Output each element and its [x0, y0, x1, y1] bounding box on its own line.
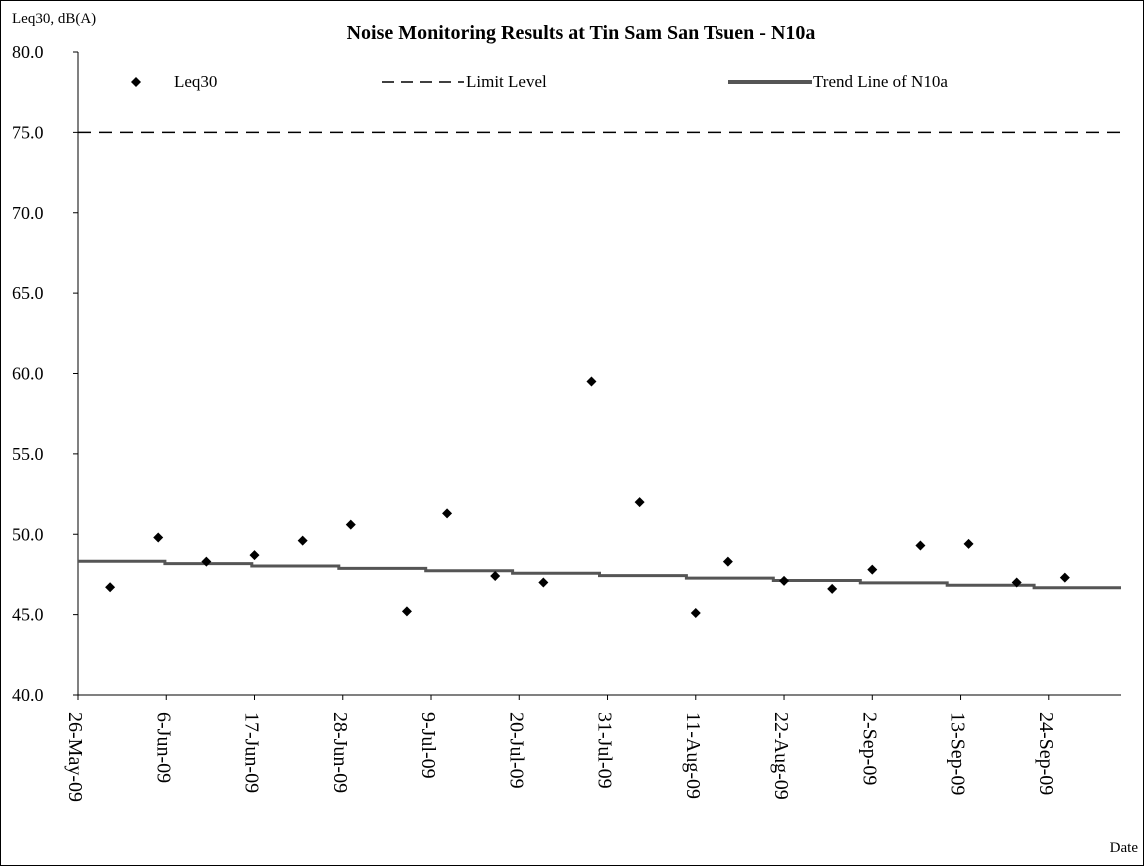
x-axis-title: Date	[1110, 840, 1139, 856]
legend-label-limit: Limit Level	[466, 72, 547, 91]
y-tick-label-5: 65.0	[12, 283, 44, 303]
x-tick-label-11: 24-Sep-09	[1035, 712, 1057, 795]
y-tick-label-0: 40.0	[12, 685, 44, 705]
y-tick-label-7: 75.0	[12, 122, 44, 142]
data-point-14	[779, 575, 790, 586]
x-tick-label-9: 2-Sep-09	[858, 712, 880, 785]
data-point-3	[249, 550, 260, 561]
x-axis-ticks: 26-May-09 6-Jun-09 17-Jun-09 28-Jun-09 9-Jul…	[64, 695, 1057, 802]
legend-marker-leq30	[131, 77, 141, 87]
chart-title: Noise Monitoring Results at Tin Sam San …	[347, 22, 816, 44]
data-point-2	[201, 556, 212, 567]
data-point-20	[1059, 572, 1070, 583]
y-axis-ticks: 40.0 45.0 50.0 55.0 60.0 65.0 70.0 75.0 80.0	[12, 42, 78, 705]
data-point-13	[722, 556, 733, 567]
x-tick-label-3: 28-Jun-09	[329, 712, 351, 793]
data-point-6	[401, 606, 412, 617]
data-point-4	[297, 535, 308, 546]
data-point-10	[586, 376, 597, 387]
data-point-0	[105, 582, 116, 593]
data-point-16	[867, 564, 878, 575]
data-point-8	[490, 571, 501, 582]
x-tick-label-8: 22-Aug-09	[770, 712, 792, 800]
x-tick-label-2: 17-Jun-09	[241, 712, 263, 793]
data-point-11	[634, 497, 645, 508]
data-point-17	[915, 540, 926, 551]
y-tick-label-6: 70.0	[12, 203, 44, 223]
data-point-19	[1011, 577, 1022, 588]
trend-line-layer	[78, 559, 1121, 590]
data-point-18	[963, 538, 974, 549]
y-tick-label-8: 80.0	[12, 42, 44, 62]
legend-label-leq30: Leq30	[174, 72, 217, 91]
legend: Leq30 Limit Level Trend Line of N10a	[131, 72, 948, 91]
data-point-5	[345, 519, 356, 530]
legend-label-trend: Trend Line of N10a	[813, 72, 948, 91]
y-tick-label-4: 60.0	[12, 364, 44, 384]
y-tick-label-1: 45.0	[12, 605, 44, 625]
trend-line	[78, 559, 1121, 590]
x-tick-label-6: 31-Jul-09	[594, 712, 616, 789]
x-tick-label-1: 6-Jun-09	[152, 712, 174, 783]
y-tick-label-3: 55.0	[12, 444, 44, 464]
data-point-1	[153, 532, 164, 543]
data-points-layer	[105, 376, 1070, 619]
x-tick-label-5: 20-Jul-09	[505, 712, 527, 789]
y-tick-label-2: 50.0	[12, 524, 44, 544]
data-point-7	[442, 508, 453, 519]
x-tick-label-4: 9-Jul-09	[417, 712, 439, 779]
x-tick-label-7: 11-Aug-09	[682, 712, 704, 799]
x-tick-label-0: 26-May-09	[64, 712, 86, 802]
data-point-12	[690, 608, 701, 619]
data-point-9	[538, 577, 549, 588]
x-tick-label-10: 13-Sep-09	[947, 712, 969, 795]
y-axis-title: Leq30, dB(A)	[12, 11, 96, 27]
data-point-15	[827, 583, 838, 594]
